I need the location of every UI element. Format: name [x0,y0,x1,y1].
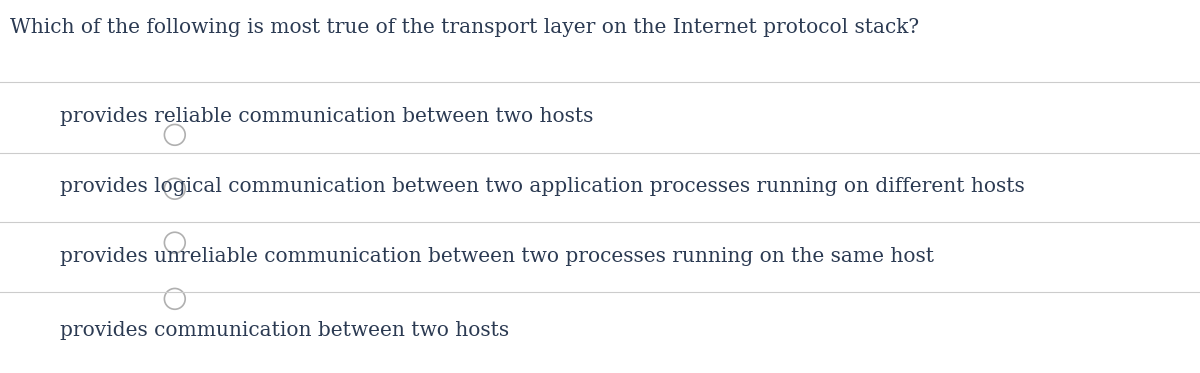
Text: Which of the following is most true of the transport layer on the Internet proto: Which of the following is most true of t… [10,18,919,37]
Text: provides logical communication between two application processes running on diff: provides logical communication between t… [60,178,1025,197]
Text: provides unreliable communication between two processes running on the same host: provides unreliable communication betwee… [60,248,934,266]
Text: provides reliable communication between two hosts: provides reliable communication between … [60,107,593,126]
Text: provides communication between two hosts: provides communication between two hosts [60,320,509,339]
